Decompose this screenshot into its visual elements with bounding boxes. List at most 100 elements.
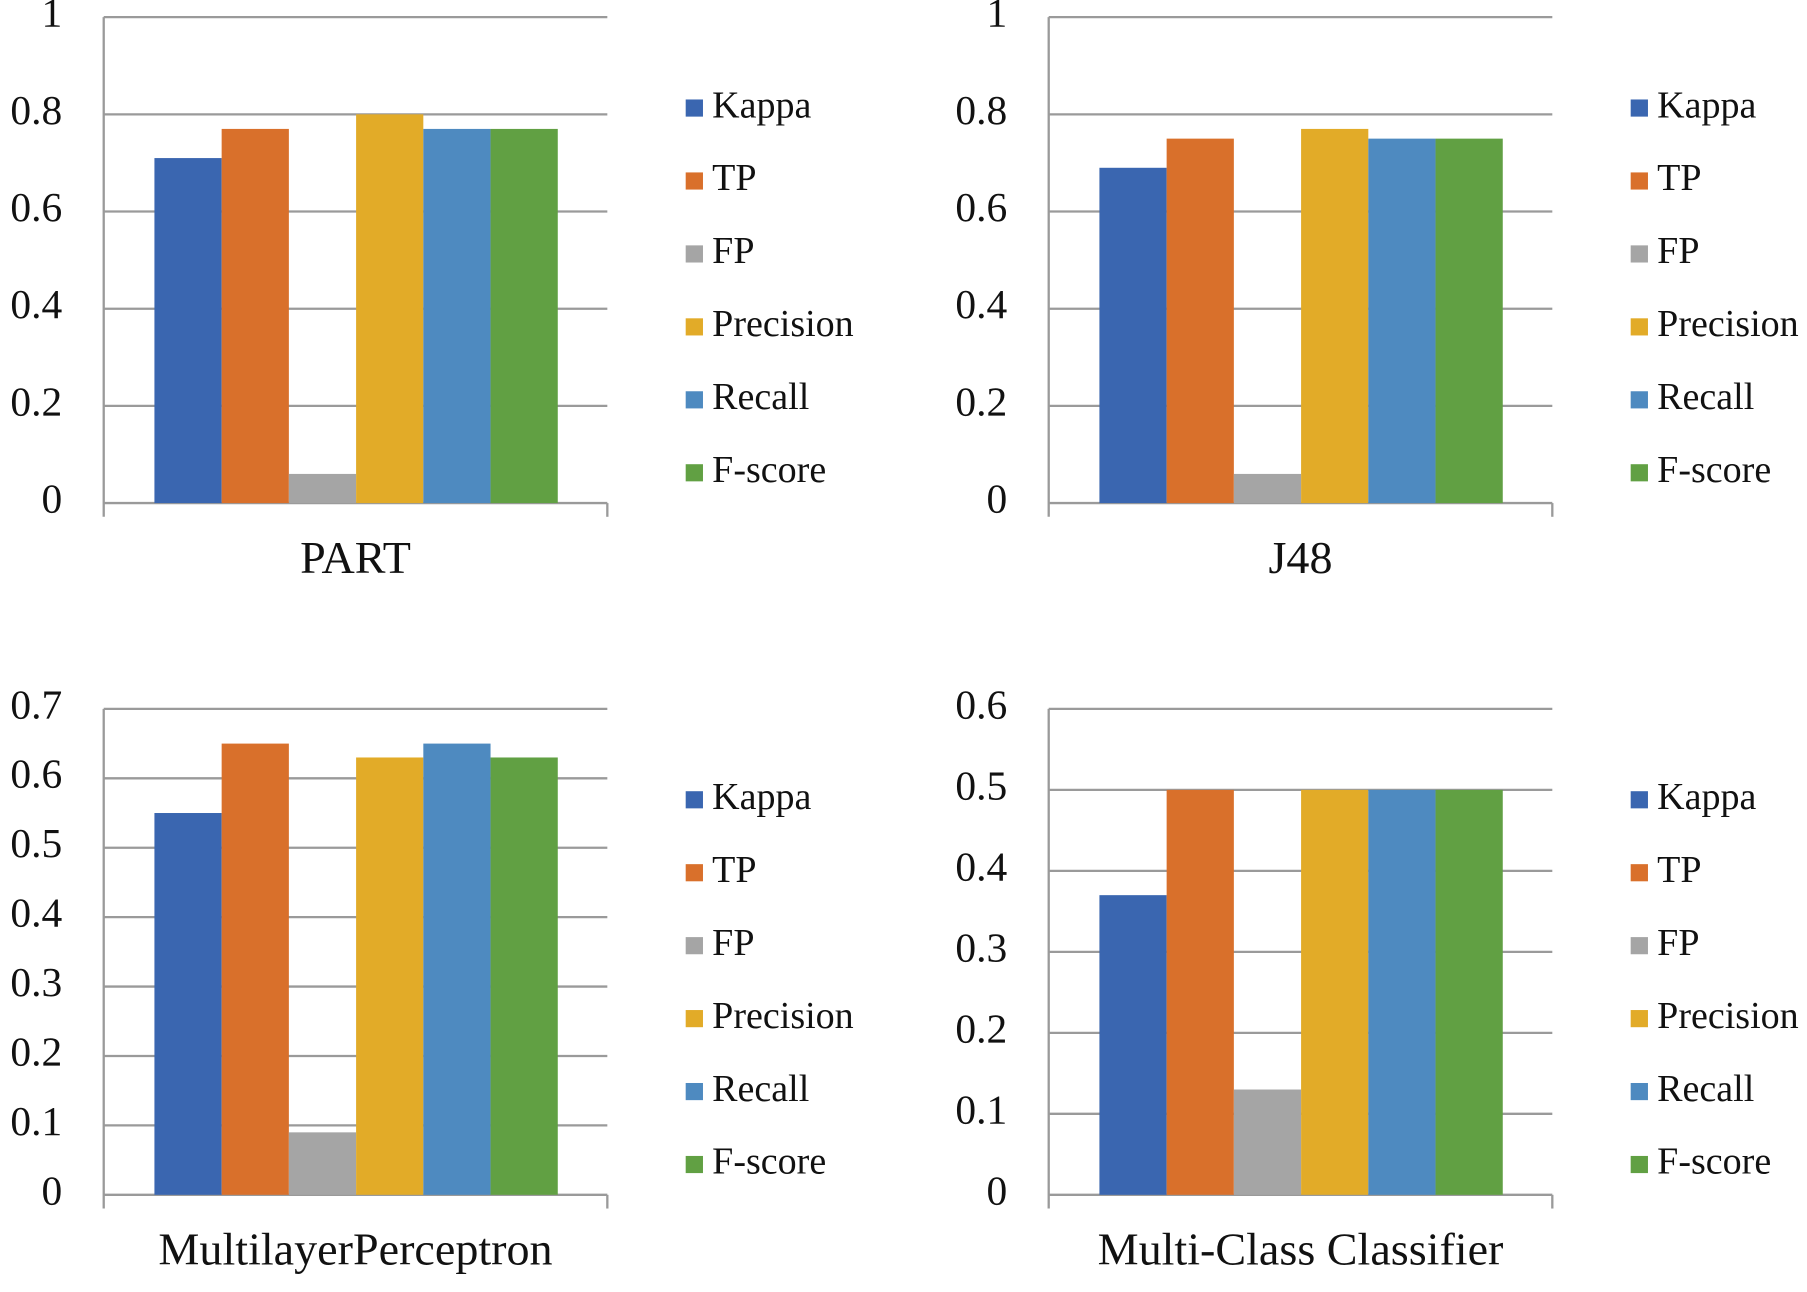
legend-swatch [685,99,703,117]
bar [1368,138,1436,504]
y-tick-label: 0.8 [955,87,1007,133]
y-tick-label: 0.7 [10,681,62,727]
legend-swatch [685,1155,703,1174]
legend-label: Kappa [1657,776,1756,818]
legend-label: Recall [712,376,809,418]
bar [154,813,222,1195]
legend-swatch [685,245,703,263]
bar [423,128,491,504]
y-tick-label: 0 [986,1167,1007,1213]
y-tick-label: 0.5 [10,820,62,866]
bar [1368,789,1436,1195]
y-tick-label: 0.6 [955,184,1007,230]
y-tick-label: 1 [41,0,62,36]
bar [1099,895,1167,1195]
legend-label: Precision [1657,995,1799,1037]
legend-label: Kappa [712,84,811,126]
bar [288,473,357,504]
legend-swatch [685,464,703,482]
legend-swatch [685,391,703,409]
legend-label: FP [1657,230,1699,272]
bar [490,128,558,504]
legend-swatch [1630,1010,1648,1028]
bar [423,743,491,1195]
y-tick-label: 0.2 [955,1005,1007,1051]
y-tick-label: 0.6 [955,681,1007,727]
legend-label: Precision [712,303,854,345]
y-tick-label: 0.4 [10,890,62,936]
bar [1233,473,1302,504]
legend-label: Recall [712,1068,809,1110]
legend-swatch [1630,1082,1648,1101]
bar [221,743,289,1195]
bar [1301,128,1369,504]
legend-swatch [1630,791,1648,809]
y-tick-label: 0.8 [10,87,62,133]
legend-swatch [685,791,703,809]
legend-swatch [685,1010,703,1028]
legend-swatch [685,172,703,190]
legend-swatch [1630,318,1648,336]
bar [1166,789,1234,1195]
bar [1435,138,1503,504]
legend-label: Kappa [712,776,811,818]
legend-swatch [1630,391,1648,409]
y-tick-label: 0 [986,476,1007,522]
legend-label: Recall [1657,376,1754,418]
legend-label: Recall [1657,1068,1754,1110]
legend-swatch [1630,937,1648,955]
bar [490,757,558,1195]
y-tick-label: 0.2 [955,378,1007,424]
bar [1301,789,1369,1195]
bar [356,114,424,504]
legend-swatch [1630,464,1648,482]
y-tick-label: 0.1 [10,1098,62,1144]
y-tick-label: 0.2 [10,1029,62,1075]
legend-label: TP [1657,157,1701,199]
y-tick-label: 0.4 [955,843,1007,889]
y-tick-label: 0.5 [955,762,1007,808]
legend-swatch [685,864,703,882]
y-tick-label: 0.6 [10,184,62,230]
bar [1099,167,1167,504]
bar [154,158,222,504]
bar [356,757,424,1195]
legend-label: FP [1657,922,1699,964]
legend-label: FP [712,230,754,272]
y-tick-label: 0.3 [955,924,1007,970]
y-tick-label: 0.2 [10,378,62,424]
x-tick-label: MultilayerPerceptron [158,1224,552,1275]
x-tick-label: Multi-Class Classifier [1098,1224,1504,1275]
y-tick-label: 0.6 [10,751,62,797]
legend-swatch [685,318,703,336]
y-tick-label: 0.4 [955,281,1007,327]
bar [1233,1089,1302,1195]
legend-swatch [1630,864,1648,882]
legend-label: TP [712,157,756,199]
x-tick-label: J48 [1268,532,1332,583]
y-tick-label: 0.1 [955,1086,1007,1132]
y-tick-label: 0 [41,1167,62,1213]
legend-label: FP [712,922,754,964]
bar [221,128,289,504]
legend-label: F-score [712,449,826,491]
legend-swatch [1630,172,1648,190]
legend-label: F-score [712,1141,826,1183]
legend-swatch [685,1082,703,1101]
bar [1166,138,1234,504]
legend-label: F-score [1657,449,1771,491]
legend-label: F-score [1657,1141,1771,1183]
legend-label: Kappa [1657,84,1756,126]
y-tick-label: 0.3 [10,959,62,1005]
bar [288,1132,357,1195]
legend-label: Precision [1657,303,1799,345]
x-tick-label: PART [300,532,411,583]
bar [1435,789,1503,1195]
y-tick-label: 1 [986,0,1007,36]
legend-swatch [1630,99,1648,117]
legend-swatch [1630,245,1648,263]
y-tick-label: 0.4 [10,281,62,327]
legend-label: TP [1657,849,1701,891]
